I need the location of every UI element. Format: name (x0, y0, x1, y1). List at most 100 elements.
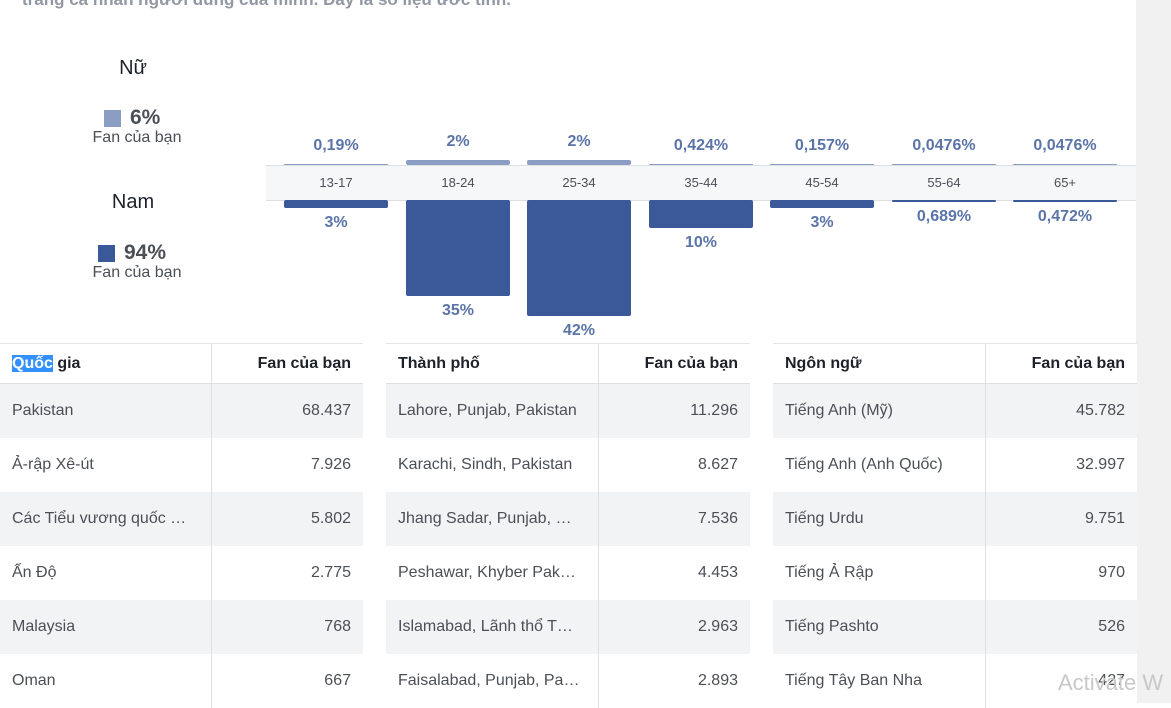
table-header-row: Ngôn ngữ Fan của bạn (773, 343, 1137, 384)
male-value-label: 42% (562, 321, 596, 339)
row-value-cell: 11.296 (598, 383, 750, 438)
female-value-label: 2% (567, 132, 591, 150)
row-name-cell: Tiếng Pashto (773, 600, 986, 654)
male-value-label: 35% (441, 302, 475, 320)
row-value-cell: 768 (211, 600, 363, 654)
female-percent-value: 6% (130, 106, 161, 129)
age-group-label: 45-54 (805, 175, 839, 190)
age-group-label: 55-64 (927, 175, 961, 190)
row-name-cell: Peshawar, Khyber Pak… (386, 546, 599, 600)
table-row[interactable]: Pakistan 68.437 (0, 383, 363, 438)
row-value-cell: 4.453 (598, 546, 750, 600)
female-bar (406, 159, 510, 165)
female-bar (1013, 163, 1117, 165)
male-percent: 94% (98, 241, 166, 265)
fans-column-header[interactable]: Fan của bạn (985, 343, 1137, 384)
country-column-header[interactable]: Quốc gia (0, 343, 212, 384)
table-row[interactable]: Các Tiểu vương quốc … 5.802 (0, 492, 363, 546)
table-row[interactable]: Ấn Độ 2.775 (0, 546, 363, 600)
male-sub-label: Fan của bạn (92, 264, 182, 281)
age-axis-band (266, 165, 1136, 201)
row-name-cell: Pakistan (0, 383, 212, 438)
male-color-swatch (98, 244, 115, 262)
female-value-label: 0,424% (673, 136, 729, 154)
language-table: Ngôn ngữ Fan của bạn Tiếng Anh (Mỹ) 45.78… (773, 343, 1137, 708)
scrollbar[interactable] (1136, 0, 1171, 703)
table-row[interactable]: Karachi, Sindh, Pakistan 8.627 (386, 438, 750, 492)
male-value-label: 10% (684, 233, 718, 251)
table-row[interactable]: Tiếng Ả Rập 970 (773, 546, 1137, 600)
selected-text: Quốc (12, 354, 53, 372)
row-value-cell: 45.782 (985, 383, 1137, 438)
table-row[interactable]: Tiếng Anh (Mỹ) 45.782 (773, 383, 1137, 438)
female-value-label: 2% (446, 132, 470, 150)
row-value-cell: 68.437 (211, 383, 363, 438)
country-table: Quốc gia Fan của bạn Pakistan 68.437 Ả-rập… (0, 343, 363, 708)
row-name-cell: Các Tiểu vương quốc … (0, 492, 212, 546)
male-bar (649, 200, 753, 228)
male-bar (406, 200, 510, 297)
female-value-label: 0,19% (313, 136, 359, 154)
table-row[interactable]: Faisalabad, Punjab, Pa… 2.893 (386, 654, 750, 708)
city-table: Thành phố Fan của bạn Lahore, Punjab, Pa… (386, 343, 750, 708)
table-row[interactable]: Islamabad, Lãnh thổ T… 2.963 (386, 600, 750, 654)
row-name-cell: Malaysia (0, 600, 212, 654)
row-name-cell: Tiếng Anh (Anh Quốc) (773, 438, 986, 492)
row-name-cell: Jhang Sadar, Punjab, … (386, 492, 599, 546)
table-row[interactable]: Tiếng Pashto 526 (773, 600, 1137, 654)
row-value-cell: 2.893 (598, 654, 750, 708)
female-value-label: 0,0476% (1033, 136, 1097, 154)
row-value-cell: 5.802 (211, 492, 363, 546)
table-row[interactable]: Ả-rập Xê-út 7.926 (0, 438, 363, 492)
male-title: Nam (111, 191, 155, 213)
female-color-swatch (104, 109, 121, 127)
age-group-label: 35-44 (684, 175, 718, 190)
male-bar (527, 200, 631, 316)
language-column-header[interactable]: Ngôn ngữ (773, 343, 986, 384)
table-row[interactable]: Lahore, Punjab, Pakistan 11.296 (386, 383, 750, 438)
table-header-row: Quốc gia Fan của bạn (0, 343, 363, 384)
female-bar (527, 159, 631, 165)
female-bar (770, 163, 874, 165)
row-value-cell: 8.627 (598, 438, 750, 492)
male-bar (284, 200, 388, 209)
table-row[interactable]: Malaysia 768 (0, 600, 363, 654)
row-value-cell: 2.963 (598, 600, 750, 654)
male-value-label: 0,689% (916, 207, 972, 225)
female-percent: 6% (104, 106, 160, 130)
row-name-cell: Ả-rập Xê-út (0, 438, 212, 492)
row-name-cell: Faisalabad, Punjab, Pa… (386, 654, 599, 708)
male-bar (892, 200, 996, 202)
table-row[interactable]: Tiếng Anh (Anh Quốc) 32.997 (773, 438, 1137, 492)
female-sub-label: Fan của bạn (92, 129, 182, 146)
table-row[interactable]: Jhang Sadar, Punjab, … 7.536 (386, 492, 750, 546)
row-name-cell: Islamabad, Lãnh thổ T… (386, 600, 599, 654)
age-group-label: 13-17 (319, 175, 353, 190)
male-percent-value: 94% (124, 241, 167, 264)
fans-column-header[interactable]: Fan của bạn (598, 343, 750, 384)
row-value-cell: 667 (211, 654, 363, 708)
age-group-label: 18-24 (441, 175, 475, 190)
table-header-row: Thành phố Fan của bạn (386, 343, 750, 384)
table-row[interactable]: Peshawar, Khyber Pak… 4.453 (386, 546, 750, 600)
row-value-cell: 526 (985, 600, 1137, 654)
row-value-cell: 7.536 (598, 492, 750, 546)
country-header-rest: gia (52, 354, 81, 372)
row-name-cell: Lahore, Punjab, Pakistan (386, 383, 599, 438)
male-value-label: 0,472% (1037, 207, 1093, 225)
city-column-header[interactable]: Thành phố (386, 343, 599, 384)
female-bar (892, 163, 996, 165)
fans-column-header[interactable]: Fan của bạn (211, 343, 363, 384)
row-value-cell: 9.751 (985, 492, 1137, 546)
female-value-label: 0,157% (794, 136, 850, 154)
female-title: Nữ (119, 57, 147, 79)
table-row[interactable]: Tiếng Urdu 9.751 (773, 492, 1137, 546)
row-name-cell: Tiếng Anh (Mỹ) (773, 383, 986, 438)
intro-text: trang cá nhân người dùng của mình. Đây l… (22, 0, 511, 10)
table-row[interactable]: Oman 667 (0, 654, 363, 708)
table-row[interactable]: Tiếng Tây Ban Nha 427 (773, 654, 1137, 708)
row-value-cell: 427 (985, 654, 1137, 708)
male-bar (770, 200, 874, 209)
row-name-cell: Tiếng Ả Rập (773, 546, 986, 600)
age-group-label: 65+ (1053, 175, 1077, 190)
